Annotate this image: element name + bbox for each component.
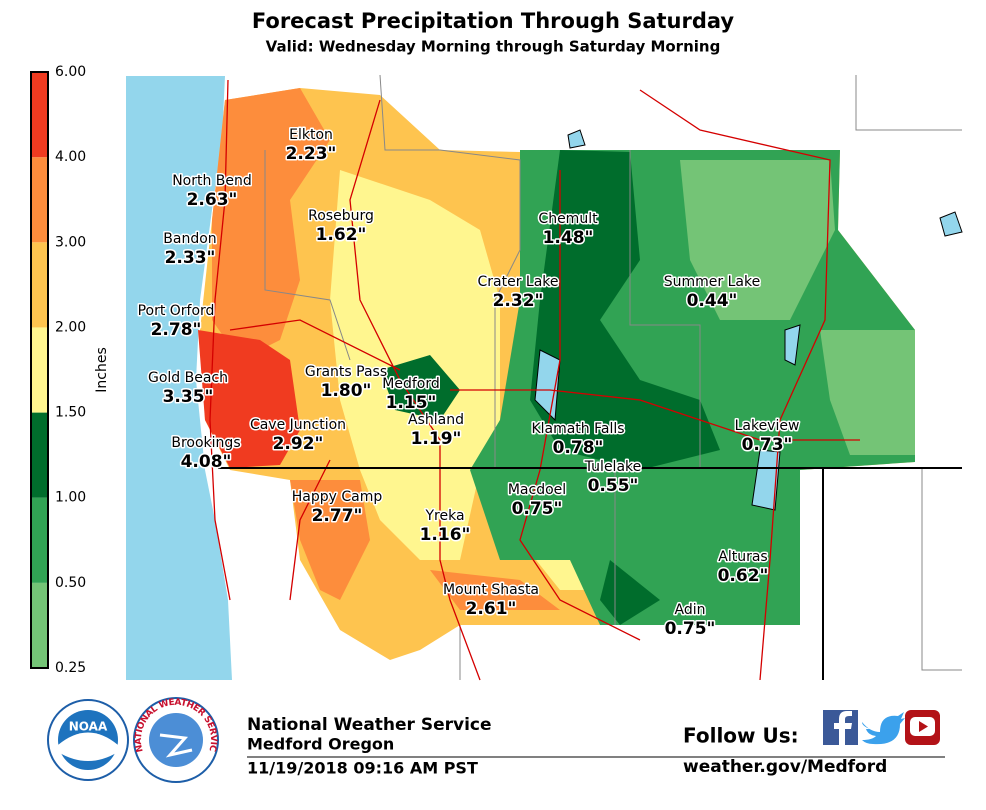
- location-amount: 2.33": [165, 248, 216, 268]
- follow-label: Follow Us:: [683, 724, 799, 748]
- location-amount: 2.61": [466, 599, 517, 619]
- legend-swatch: [31, 157, 48, 243]
- location-name: Elkton: [289, 127, 333, 143]
- noaa-logo: NOAA: [47, 699, 129, 781]
- precip-1-5-2: [330, 170, 610, 590]
- location-name: Bandon: [163, 231, 216, 247]
- timestamp: 11/19/2018 09:16 AM PST: [247, 759, 478, 778]
- location-amount: 2.77": [312, 506, 363, 526]
- legend-tick-label: 1.00: [55, 490, 86, 506]
- location-name: North Bend: [172, 173, 252, 189]
- county-lines: [264, 74, 962, 680]
- legend-tick-label: 0.50: [55, 575, 86, 591]
- facebook-icon[interactable]: [823, 710, 858, 745]
- location-name: Ashland: [408, 412, 464, 428]
- location-amount: 1.48": [543, 228, 594, 248]
- precip-0-25-0-5: [680, 160, 915, 455]
- legend-swatch: [31, 582, 48, 668]
- location-name: Brookings: [171, 435, 240, 451]
- legend-swatch: [31, 242, 48, 328]
- location-name: Tulelake: [584, 459, 642, 475]
- location-name: Crater Lake: [477, 274, 558, 290]
- location-amount: 1.80": [321, 381, 372, 401]
- legend: Inches 0.25 0.50 1.00 1.50 2.00 3.00 4.00 6.00: [30, 64, 110, 676]
- location-amount: 1.16": [420, 525, 471, 545]
- twitter-icon[interactable]: [862, 712, 905, 745]
- location-amount: 0.55": [588, 476, 639, 496]
- location-name: Happy Camp: [292, 489, 383, 505]
- location-name: Klamath Falls: [531, 421, 624, 437]
- noaa-text: NOAA: [69, 720, 108, 734]
- location-name: Grants Pass: [305, 364, 387, 380]
- location-name: Cave Junction: [250, 417, 346, 433]
- location-amount: 2.23": [286, 144, 337, 164]
- location-amount: 2.32": [493, 291, 544, 311]
- state-border: [218, 467, 962, 680]
- location-amount: 3.35": [163, 387, 214, 407]
- location-amount: 0.78": [553, 438, 604, 458]
- subtitle: Valid: Wednesday Morning through Saturda…: [266, 38, 721, 56]
- title: Forecast Precipitation Through Saturday: [252, 9, 734, 33]
- location-name: Yreka: [424, 508, 464, 524]
- location-amount: 2.78": [151, 320, 202, 340]
- legend-swatch: [31, 412, 48, 498]
- youtube-icon[interactable]: [905, 710, 940, 745]
- location-amount: 1.62": [316, 225, 367, 245]
- location-amount: 4.08": [181, 452, 232, 472]
- legend-swatch: [31, 497, 48, 583]
- location-name: Mount Shasta: [443, 582, 539, 598]
- ocean: [126, 76, 232, 680]
- legend-tick-label: 1.50: [55, 405, 86, 421]
- location-amount: 0.62": [718, 566, 769, 586]
- location-name: Medford: [382, 376, 439, 392]
- legend-tick-label: 6.00: [55, 64, 86, 80]
- location-name: Roseburg: [308, 208, 374, 224]
- legend-label: Inches: [94, 347, 110, 392]
- legend-swatch: [31, 72, 48, 158]
- agency: National Weather Service: [247, 715, 492, 735]
- location-name: Port Orford: [138, 303, 215, 319]
- legend-frame: [30, 71, 49, 669]
- location-amount: 0.44": [687, 291, 738, 311]
- location-name: Lakeview: [735, 418, 800, 434]
- location-name: Macdoel: [508, 482, 566, 498]
- location-amount: 0.75": [665, 619, 716, 639]
- location-name: Adin: [675, 602, 706, 618]
- precip-4-6: [198, 330, 300, 468]
- location-name: Chemult: [538, 211, 598, 227]
- website[interactable]: weather.gov/Medford: [683, 757, 887, 777]
- legend-tick-label: 0.25: [55, 660, 86, 676]
- location-amount: 1.15": [386, 393, 437, 413]
- office: Medford Oregon: [247, 735, 394, 754]
- location-name: Alturas: [718, 549, 767, 565]
- legend-tick-label: 4.00: [55, 149, 86, 165]
- location-amount: 2.63": [187, 190, 238, 210]
- location-name: Summer Lake: [664, 274, 760, 290]
- legend-tick-label: 2.00: [55, 319, 86, 335]
- location-amount: 1.19": [411, 429, 462, 449]
- highways: [209, 79, 860, 681]
- legend-swatch: [31, 327, 48, 413]
- location-amount: 0.75": [512, 499, 563, 519]
- location-name: Gold Beach: [148, 370, 228, 386]
- lake: [534, 129, 963, 511]
- location-amount: 0.73": [742, 435, 793, 455]
- location-amount: 2.92": [273, 434, 324, 454]
- legend-tick-label: 3.00: [55, 234, 86, 250]
- precip-3-4: [212, 88, 560, 610]
